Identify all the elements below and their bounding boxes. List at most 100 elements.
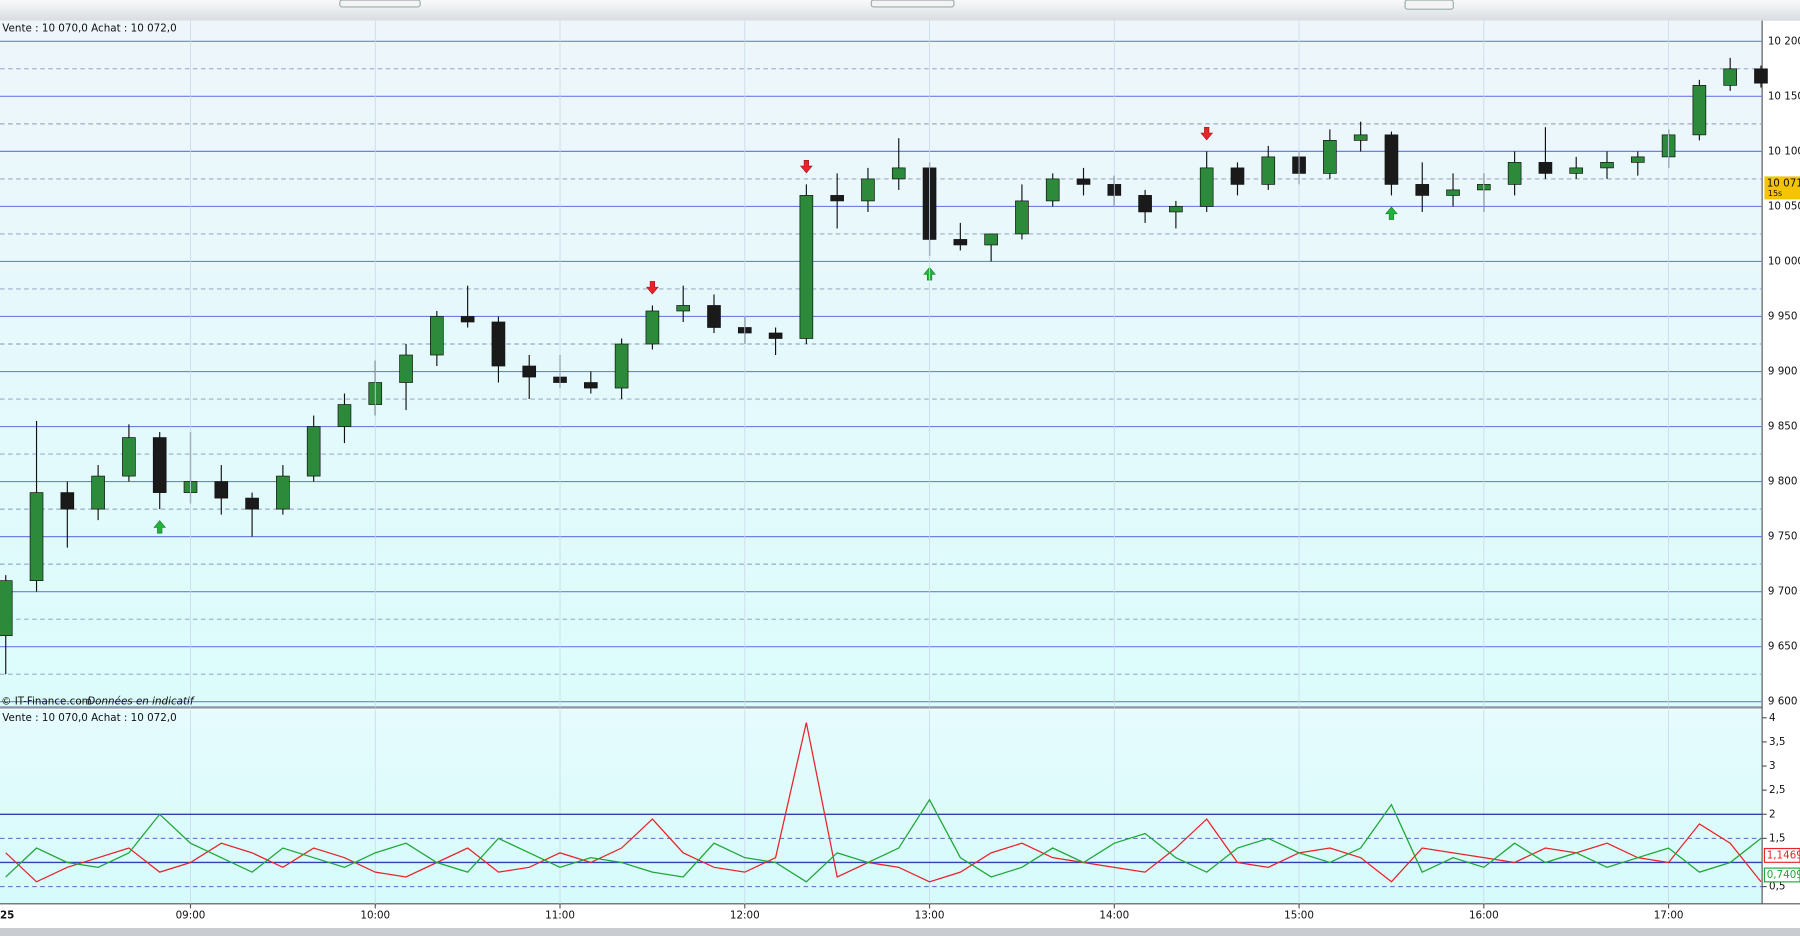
candle-body [1415, 184, 1430, 196]
timer-label: 15s [1768, 189, 1782, 198]
candle-body [984, 233, 998, 246]
y-tick-label: 4 [1769, 712, 1776, 724]
candle-body [1384, 134, 1399, 185]
toolbar-button[interactable] [870, 0, 955, 8]
plot-layer: 9 600 9 650 9 700 9 750 9 800 9 850 9 900 9 950… [0, 20, 1800, 921]
candle-body [29, 492, 44, 581]
y-tick-label: 9 600 [1768, 696, 1798, 708]
last-price-tag [1764, 176, 1800, 200]
x-tick-label: 09:00 [176, 909, 206, 921]
y-tick-label: 2,5 [1769, 784, 1785, 796]
candle-body [491, 321, 506, 367]
candle-body [337, 404, 352, 427]
date-label: 25 [0, 909, 14, 921]
candle-body [1630, 156, 1645, 163]
candle-body [1199, 167, 1214, 207]
buy-signal [153, 520, 167, 534]
sell-signal [1200, 126, 1214, 141]
quote: Vente : 10 070,0 Achat : 10 072,0 [2, 23, 176, 35]
candle-body [60, 492, 75, 510]
x-tick-label: 16:00 [1469, 909, 1499, 921]
candle-body [1015, 200, 1029, 235]
toolbar-button[interactable] [1404, 0, 1454, 10]
candle-body [614, 343, 629, 389]
candle-body [1600, 162, 1614, 169]
y-tick-label: 10 000 [1768, 255, 1800, 267]
quote: Vente : 10 070,0 Achat : 10 072,0 [2, 712, 176, 724]
candle-body [1538, 162, 1553, 174]
y-tick-label: 1,5 [1769, 832, 1785, 844]
sell-signal [646, 281, 659, 295]
sell-signal [800, 159, 813, 174]
candle-body [152, 437, 167, 493]
candle-body [861, 178, 875, 202]
y-tick-label: 9 800 [1768, 476, 1798, 488]
candle-body [830, 195, 844, 202]
candle-body [91, 475, 105, 510]
x-tick-label: 13:00 [915, 909, 945, 921]
y-tick-label: 3,5 [1769, 736, 1785, 748]
x-tick-label: 17:00 [1654, 909, 1684, 921]
candle-body [1138, 195, 1152, 213]
value-tag [1763, 867, 1800, 883]
y-tick-label: 10 200 [1768, 35, 1800, 47]
y-tick-label: 10 150 [1768, 90, 1800, 102]
price-panel [0, 20, 1763, 708]
candle-body [1754, 68, 1768, 84]
candle-body [1076, 178, 1091, 185]
indicator-line [5, 722, 1762, 883]
y-tick-label: 9 850 [1768, 421, 1798, 433]
candle-body [214, 481, 229, 499]
toolbar [0, 0, 1800, 21]
candle-body [891, 167, 906, 180]
scrollbar[interactable] [0, 927, 1800, 936]
x-tick-label: 10:00 [360, 909, 390, 921]
candle-body [676, 305, 691, 312]
value-tag-label: 0,7409 [1767, 869, 1800, 881]
candle-body [1353, 134, 1368, 141]
x-tick-label: 12:00 [730, 909, 760, 921]
y-tick-label: 9 700 [1768, 586, 1798, 598]
y-tick-label: 9 950 [1768, 310, 1798, 322]
candle-body [1569, 167, 1584, 174]
candle-body [1723, 68, 1737, 86]
disclaimer: Données en indicatif [87, 696, 195, 708]
candle-body [460, 316, 475, 323]
x-tick-label: 14:00 [1099, 909, 1129, 921]
candle-body [953, 239, 968, 246]
candle-body [1261, 156, 1276, 185]
candle-body [122, 437, 136, 477]
candle-body [1230, 167, 1245, 185]
buy-signal [1385, 206, 1398, 220]
candle-body [245, 497, 259, 510]
last-price-label: 10 071 [1767, 177, 1800, 189]
candle-body [1692, 84, 1707, 136]
candle-body [306, 426, 321, 477]
candle-body [584, 382, 598, 389]
candle-body [276, 475, 290, 510]
candle-body [1323, 140, 1337, 174]
indicator-line [5, 798, 1762, 883]
y-tick-label: 3 [1769, 760, 1776, 772]
candle-body [1507, 162, 1522, 185]
x-tick-label: 11:00 [545, 909, 575, 921]
y-tick-label: 9 750 [1768, 531, 1798, 543]
y-tick-label: 9 650 [1768, 641, 1798, 653]
value-tag [1763, 847, 1800, 863]
candle-body [399, 354, 413, 383]
candle-body [799, 195, 814, 339]
candle-body [768, 332, 783, 339]
y-tick-label: 2 [1769, 808, 1776, 820]
y-tick-label: 9 900 [1768, 366, 1798, 378]
x-tick-label: 15:00 [1284, 909, 1314, 921]
value-tag-label: 1,1469 [1767, 849, 1800, 861]
y-tick-label: 10 050 [1768, 200, 1800, 212]
toolbar-button[interactable] [339, 0, 421, 8]
candle-body [645, 310, 660, 345]
candle-body [0, 580, 13, 637]
y-tick-label: 0,5 [1769, 881, 1785, 893]
candle-body [522, 365, 537, 378]
y-tick-label: 10 100 [1768, 145, 1800, 157]
indicator-panel [0, 709, 1763, 904]
